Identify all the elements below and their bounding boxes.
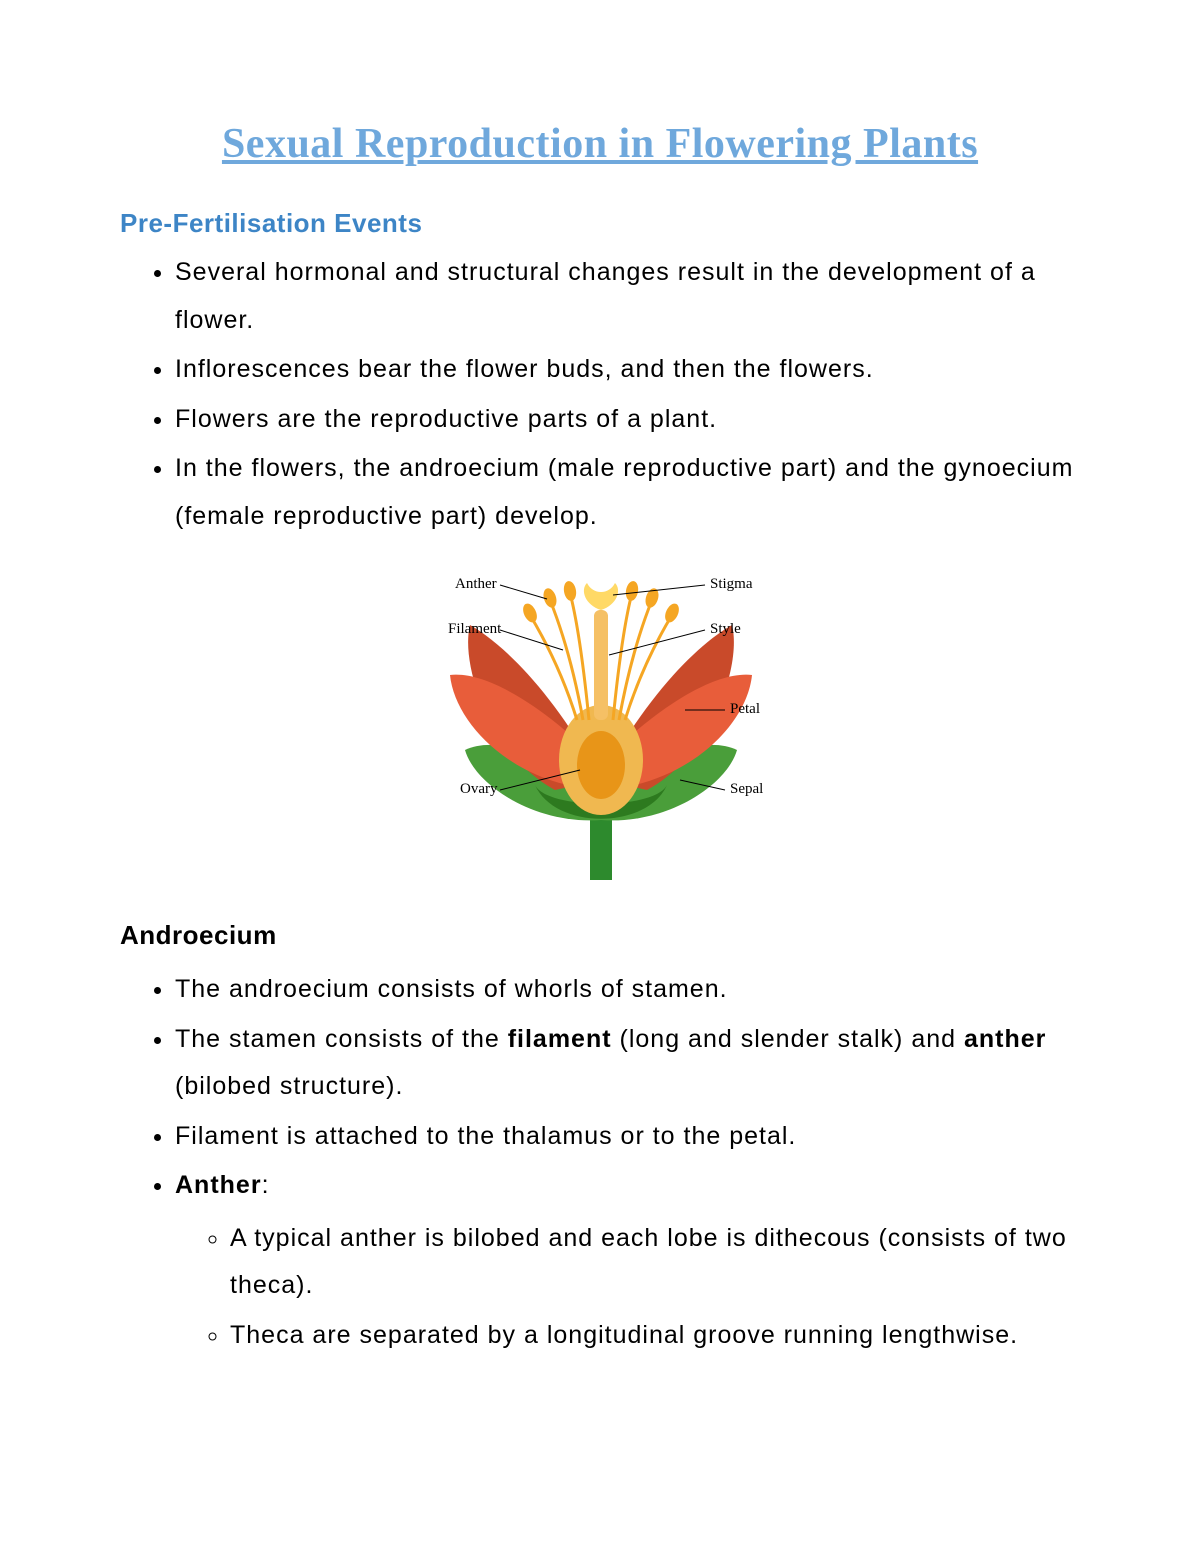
flower-diagram-container: Anther Filament Ovary Stigma Style Petal… (120, 555, 1080, 890)
bold-anther-head: Anther (175, 1171, 262, 1199)
label-style: Style (710, 621, 741, 637)
label-stigma: Stigma (710, 576, 753, 592)
section-heading-androecium: Androecium (120, 920, 1080, 951)
section-heading-prefert: Pre-Fertilisation Events (120, 208, 1080, 239)
page-title: Sexual Reproduction in Flowering Plants (120, 120, 1080, 168)
label-filament: Filament (448, 621, 502, 637)
text-fragment: (long and slender stalk) and (612, 1025, 964, 1053)
document-page: Sexual Reproduction in Flowering Plants … (0, 0, 1200, 1421)
list-item: In the flowers, the androecium (male rep… (175, 445, 1080, 540)
ovary-inner (577, 731, 625, 799)
stigma-shape (584, 583, 618, 610)
androecium-bullet-list: The androecium consists of whorls of sta… (120, 966, 1080, 1359)
list-item: The androecium consists of whorls of sta… (175, 966, 1080, 1014)
prefert-bullet-list: Several hormonal and structural changes … (120, 249, 1080, 540)
anther-sublist: A typical anther is bilobed and each lob… (175, 1215, 1080, 1360)
flower-diagram: Anther Filament Ovary Stigma Style Petal… (355, 555, 845, 885)
text-fragment: : (262, 1171, 270, 1199)
text-fragment: (bilobed structure). (175, 1072, 403, 1100)
stem-shape (590, 815, 612, 880)
list-item: A typical anther is bilobed and each lob… (230, 1215, 1080, 1310)
text-fragment: The stamen consists of the (175, 1025, 508, 1053)
bold-anther: anther (964, 1025, 1046, 1053)
label-anther: Anther (455, 576, 497, 592)
list-item: Filament is attached to the thalamus or … (175, 1113, 1080, 1161)
list-item: Inflorescences bear the flower buds, and… (175, 346, 1080, 394)
style-shape (594, 610, 608, 720)
label-ovary: Ovary (460, 781, 498, 797)
list-item: Anther: A typical anther is bilobed and … (175, 1162, 1080, 1359)
list-item: The stamen consists of the filament (lon… (175, 1016, 1080, 1111)
label-petal: Petal (730, 701, 760, 717)
list-item: Several hormonal and structural changes … (175, 249, 1080, 344)
list-item: Theca are separated by a longitudinal gr… (230, 1312, 1080, 1360)
bold-filament: filament (508, 1025, 612, 1053)
label-sepal: Sepal (730, 781, 763, 797)
list-item: Flowers are the reproductive parts of a … (175, 396, 1080, 444)
